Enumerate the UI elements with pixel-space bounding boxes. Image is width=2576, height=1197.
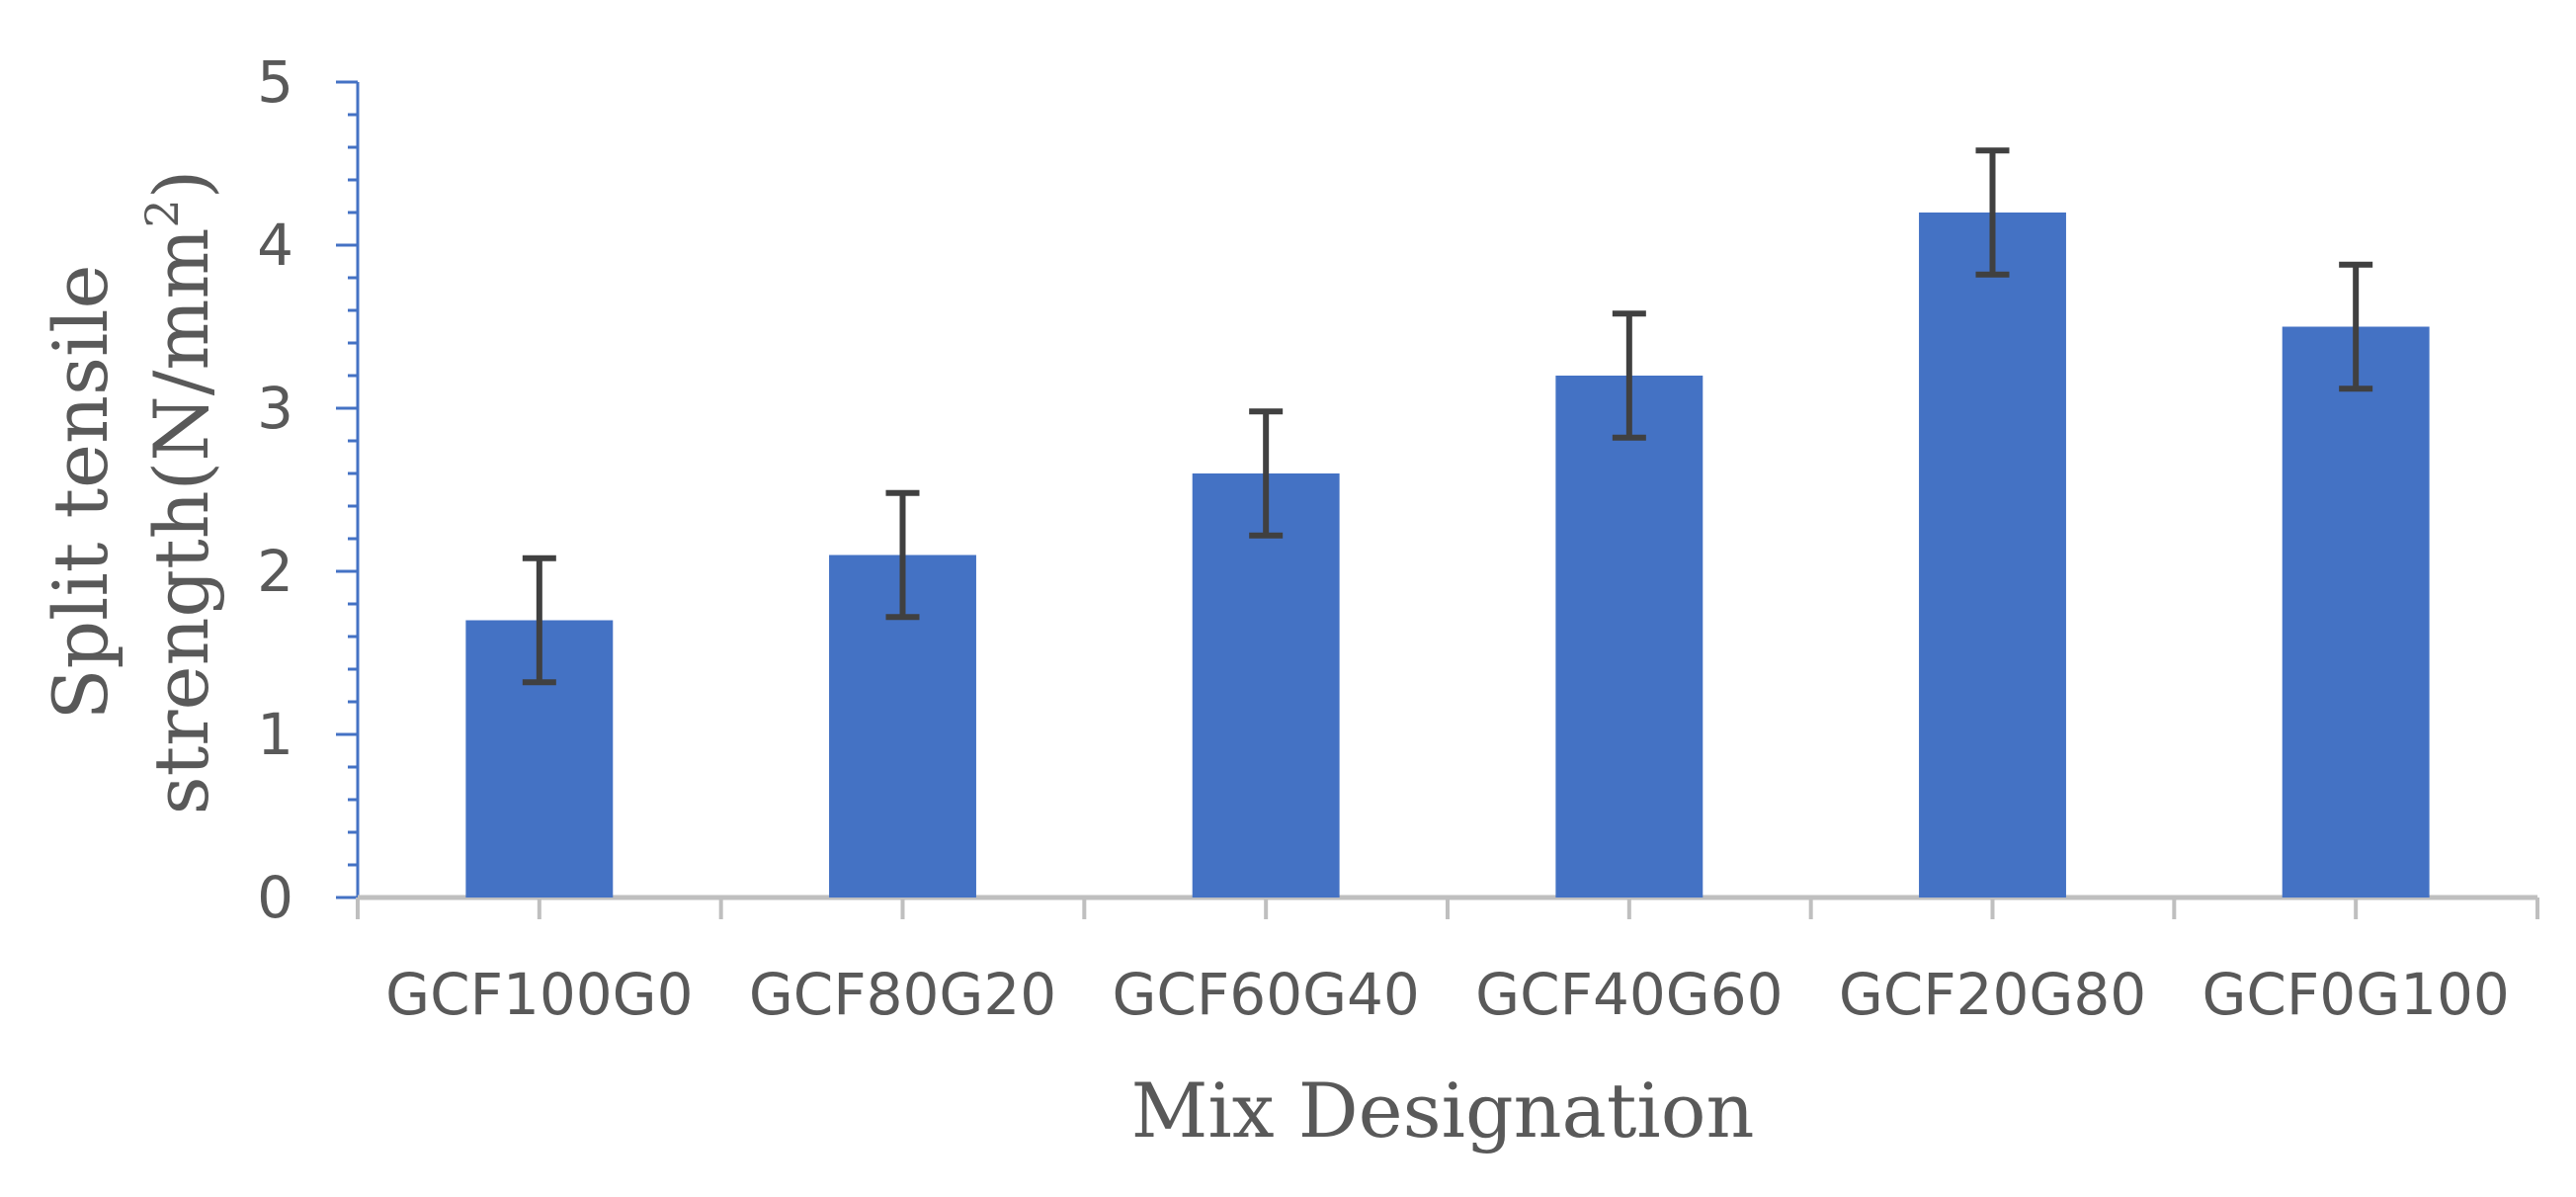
x-axis-title: Mix Designation [1131,1067,1755,1154]
y-tick-label: 4 [257,212,293,279]
bars [465,213,2430,898]
y-tick-label: 2 [257,538,293,605]
y-tick-label: 0 [257,864,293,931]
x-tick-label: GCF60G40 [1112,961,1419,1028]
y-axis: 0 1 2 3 4 5 [257,48,360,931]
x-tick-label: GCF100G0 [385,961,693,1028]
x-tick-label: GCF0G100 [2202,961,2509,1028]
y-tick-label: 5 [257,48,293,116]
y-axis-title: Split tensile [37,264,125,720]
y-tick-label: 3 [257,375,293,442]
y-axis-title-2: strength(N/mm2) [135,170,225,815]
x-tick-label: GCF20G80 [1839,961,2146,1028]
x-tick-label: GCF40G60 [1475,961,1783,1028]
bar [1192,473,1340,898]
bar [2282,326,2430,898]
x-tick-label: GCF80G20 [749,961,1056,1028]
y-tick-label: 1 [257,701,293,768]
bar [1919,213,2066,898]
bar [1555,376,1703,898]
y-axis-title-line2: strength(N/mm2) [135,170,225,815]
y-axis-title-line1: Split tensile [37,264,125,720]
error-bars [522,147,2373,686]
x-axis: GCF100G0 GCF80G20 GCF60G40 GCF40G60 GCF20G80… [356,895,2539,1028]
